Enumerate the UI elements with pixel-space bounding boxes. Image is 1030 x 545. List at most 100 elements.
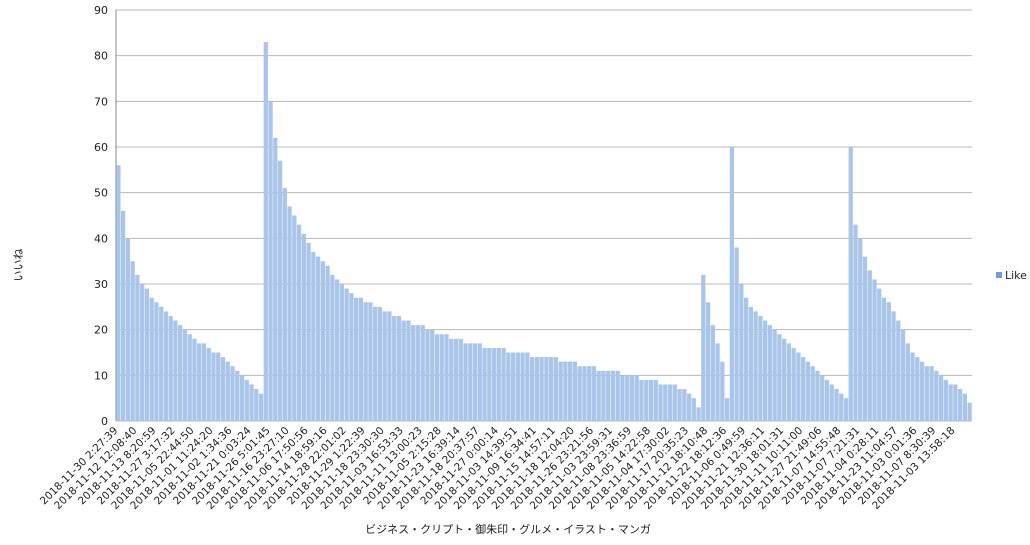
bar [663, 384, 668, 421]
bar [915, 357, 920, 421]
y-tick-label: 90 [94, 4, 108, 17]
bar [339, 284, 345, 421]
bar [743, 297, 749, 421]
bar [639, 379, 644, 421]
bar [425, 329, 430, 421]
bar [287, 206, 292, 421]
bar [482, 347, 487, 421]
bar [934, 370, 939, 421]
bar [748, 306, 754, 421]
bar [182, 329, 188, 421]
bar [938, 375, 944, 421]
bar [710, 325, 715, 421]
bar [258, 393, 264, 421]
bar [382, 311, 387, 421]
bar [777, 334, 782, 421]
bar [178, 325, 183, 421]
bar [796, 352, 801, 421]
bar [929, 366, 934, 421]
bar [724, 398, 730, 421]
bar [568, 361, 573, 421]
bar [606, 370, 611, 421]
bar [582, 366, 587, 421]
bar [910, 352, 915, 421]
bar [553, 357, 559, 421]
bar [311, 252, 316, 421]
bar [820, 375, 825, 421]
bar [301, 233, 306, 421]
bar [843, 398, 849, 421]
bar [810, 366, 815, 421]
legend-label: Like [1005, 269, 1027, 282]
bar [648, 379, 654, 421]
bar [368, 302, 373, 421]
y-tick-label: 80 [94, 50, 108, 63]
bar [501, 347, 506, 421]
bar [477, 343, 482, 421]
bar [548, 357, 554, 421]
bar [615, 370, 620, 421]
bar [867, 270, 872, 421]
bar [263, 41, 268, 421]
bar [325, 265, 330, 421]
bar [468, 343, 473, 421]
bar [472, 343, 478, 421]
bar [539, 357, 544, 421]
bar [967, 402, 972, 421]
bar [715, 343, 720, 421]
bar [791, 347, 796, 421]
bar [211, 352, 216, 421]
bar [767, 325, 773, 421]
bar [872, 279, 877, 421]
bar [187, 334, 192, 421]
bar [225, 361, 230, 421]
bar [363, 302, 368, 421]
bar [173, 320, 178, 421]
bar [154, 302, 159, 421]
bar [682, 389, 687, 421]
bar [392, 315, 397, 421]
bar [734, 247, 739, 421]
bar [296, 224, 302, 421]
bar [168, 315, 173, 421]
bar [610, 370, 616, 421]
bar [458, 338, 463, 421]
bar [349, 293, 354, 421]
bar [829, 384, 834, 421]
bar [948, 384, 953, 421]
bar [853, 224, 858, 421]
bar [953, 384, 958, 421]
bar [943, 379, 948, 421]
bar [206, 347, 211, 421]
y-tick-label: 40 [94, 232, 108, 245]
bar [815, 370, 820, 421]
bar [306, 242, 311, 421]
bar [420, 325, 425, 421]
bar [254, 389, 259, 421]
bar [415, 325, 421, 421]
bar [667, 384, 673, 421]
bar [273, 137, 278, 421]
bar [277, 160, 283, 421]
bar [772, 329, 777, 421]
bar [544, 357, 549, 421]
y-tick-label: 70 [94, 95, 108, 108]
bar [159, 306, 164, 421]
bar [320, 261, 326, 421]
bar [520, 352, 525, 421]
bar [387, 311, 392, 421]
bar [135, 274, 140, 421]
bar [439, 334, 444, 421]
bar [572, 361, 578, 421]
bar [696, 407, 701, 421]
bar [244, 379, 249, 421]
bar [801, 357, 806, 421]
bar [330, 274, 335, 421]
bar [629, 375, 635, 421]
bar [201, 343, 207, 421]
y-tick-label: 30 [94, 278, 108, 291]
bar [758, 315, 763, 421]
bar [249, 384, 254, 421]
bar [753, 311, 758, 421]
